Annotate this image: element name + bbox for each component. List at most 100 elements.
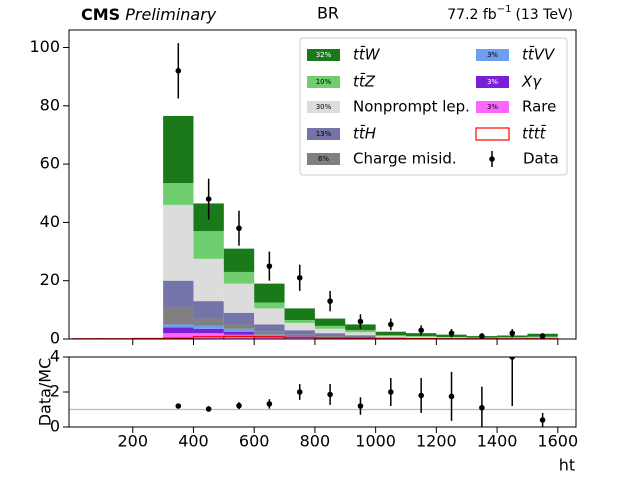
y-tick-label: 4 — [50, 347, 60, 366]
data-point — [266, 263, 273, 269]
stack-segment — [284, 330, 315, 335]
stack-segment — [436, 337, 467, 339]
legend-badge: 10% — [316, 78, 332, 86]
legend-badge: 13% — [316, 130, 332, 138]
stack-segment — [163, 327, 194, 334]
stack-segment — [254, 331, 285, 335]
data-point — [205, 196, 212, 202]
stack-segment — [193, 325, 224, 329]
legend-swatch — [476, 76, 509, 88]
legend-badge: 30% — [316, 103, 332, 111]
stack-segment — [345, 332, 376, 336]
y-tick-label: 20 — [40, 270, 60, 289]
data-point — [357, 403, 364, 409]
stack-segment — [314, 328, 346, 334]
legend-swatch — [307, 49, 340, 61]
stack-segment — [163, 280, 194, 307]
stack-segment — [254, 334, 285, 337]
plot-frame — [68, 29, 577, 340]
data-point — [539, 333, 546, 339]
legend-swatch — [475, 127, 510, 141]
stack-segment — [314, 336, 346, 337]
x-tick-label: 1600 — [537, 432, 578, 451]
y-tick-label: 0 — [50, 329, 60, 348]
chart-title: BR — [317, 4, 339, 23]
stack-segment — [163, 115, 194, 184]
stack-segment — [223, 331, 255, 335]
x-tick-label: 800 — [300, 432, 331, 451]
legend-badge: 32% — [316, 51, 332, 59]
stack-segment — [375, 331, 406, 336]
stack-segment — [193, 258, 224, 302]
data-point — [418, 392, 424, 399]
stack-segment — [223, 312, 255, 325]
legend-swatch — [307, 76, 340, 88]
x-tick-label: 400 — [178, 432, 209, 451]
legend-label: Rare — [522, 98, 556, 116]
lumi: 77.2 fb−1 (13 TeV) — [447, 4, 573, 23]
data-point — [205, 406, 212, 412]
data-point — [236, 402, 242, 409]
stack-segment — [223, 328, 255, 332]
stack-segment — [345, 330, 376, 333]
data-point — [479, 333, 485, 339]
energy: (13 TeV) — [515, 7, 573, 23]
stack-segment — [284, 308, 315, 321]
stack-segment — [254, 308, 285, 325]
x-tick-label: 1200 — [416, 432, 457, 451]
y-tick-label: 80 — [40, 95, 60, 114]
x-tick-label: 1400 — [477, 432, 518, 451]
y-axis-label: Data/MC — [36, 358, 55, 427]
stack-segment — [497, 337, 528, 338]
stack-segment — [163, 324, 194, 328]
legend-badge: 6% — [318, 155, 329, 163]
stack-segment — [314, 333, 346, 337]
points — [175, 43, 546, 339]
legend-swatch — [307, 128, 340, 140]
stack-segment — [223, 324, 255, 329]
data-point — [418, 327, 424, 334]
lumi-value: 77.2 fb — [447, 7, 497, 23]
data-point — [509, 357, 516, 360]
header-left: CMS Preliminary — [81, 5, 217, 24]
stack-segment — [284, 320, 315, 323]
preliminary: Preliminary — [125, 5, 217, 24]
y-tick-label: 60 — [40, 154, 60, 173]
cms: CMS — [81, 5, 120, 24]
data-point — [509, 330, 516, 336]
lumi-exp: −1 — [497, 4, 512, 15]
stack-segment — [163, 204, 194, 281]
x-axis-label: ht — [559, 456, 575, 475]
data-point — [266, 401, 273, 407]
stack-segment — [163, 306, 194, 325]
legend-label: Data — [523, 150, 559, 168]
points — [175, 357, 546, 427]
stack-segment — [254, 302, 285, 309]
legend-label: Xγ — [521, 73, 542, 91]
stack-segment — [405, 336, 437, 338]
data-point — [296, 389, 303, 395]
y-tick-label: 2 — [50, 382, 60, 401]
data-point — [539, 417, 546, 423]
y-tick-label: 100 — [29, 37, 60, 56]
stack-segment — [193, 231, 224, 259]
stack-segment — [284, 322, 315, 331]
legend — [299, 37, 568, 176]
stack-segment — [284, 336, 315, 337]
data-point — [175, 68, 182, 74]
stack-segment — [223, 283, 255, 313]
data-point — [296, 274, 303, 281]
legend-marker — [489, 156, 495, 162]
stack-segment — [223, 271, 255, 284]
x-tick-label: 200 — [117, 432, 148, 451]
legend-label: Nonprompt lep. — [353, 98, 470, 116]
legend-swatch — [476, 101, 509, 113]
data-point — [357, 318, 364, 325]
data-point — [448, 393, 455, 400]
stack-segment — [314, 318, 346, 326]
stack-segment — [223, 248, 255, 272]
legend-badge: 3% — [487, 51, 498, 59]
stack-segment — [163, 183, 194, 205]
data-point — [175, 403, 182, 409]
legend-label: tt̄tt̄ — [522, 124, 547, 143]
